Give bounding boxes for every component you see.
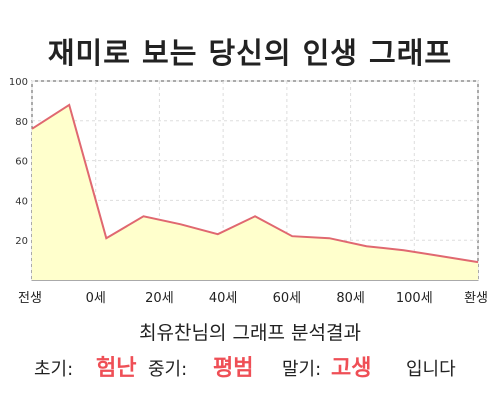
y-tick-label: 100 <box>9 77 28 88</box>
x-tick-label: 60세 <box>273 291 302 306</box>
result-title: 최유찬님의 그래프 분석결과 <box>139 322 361 344</box>
result-suffix: 입니다 <box>406 359 456 380</box>
mid-value: 평범 <box>213 356 254 381</box>
y-tick-label: 40 <box>15 196 28 207</box>
early-label: 초기: <box>34 359 74 380</box>
late-label: 말기: <box>282 359 322 380</box>
y-tick-label: 20 <box>15 236 28 247</box>
x-tick-label: 40세 <box>209 291 238 306</box>
x-tick-label: 환생 <box>464 291 488 306</box>
life-graph-chart: 20 40 60 80 100 전생 0세 20세 40세 60세 80세 100세 환생 <box>9 77 488 306</box>
x-tick-label: 80세 <box>336 291 365 306</box>
x-tick-label: 100세 <box>396 291 433 306</box>
x-tick-label: 0세 <box>86 291 106 306</box>
y-tick-label: 80 <box>15 117 28 128</box>
life-area-fill <box>32 104 478 281</box>
y-tick-label: 60 <box>15 157 28 168</box>
early-value: 험난 <box>96 356 137 381</box>
x-tick-label: 전생 <box>18 291 42 306</box>
life-line <box>31 103 479 264</box>
late-value: 고생 <box>331 356 372 381</box>
mid-label: 중기: <box>148 359 188 380</box>
x-tick-label: 20세 <box>145 291 174 306</box>
chart-title: 재미로 보는 당신의 인생 그래프 <box>47 36 453 70</box>
